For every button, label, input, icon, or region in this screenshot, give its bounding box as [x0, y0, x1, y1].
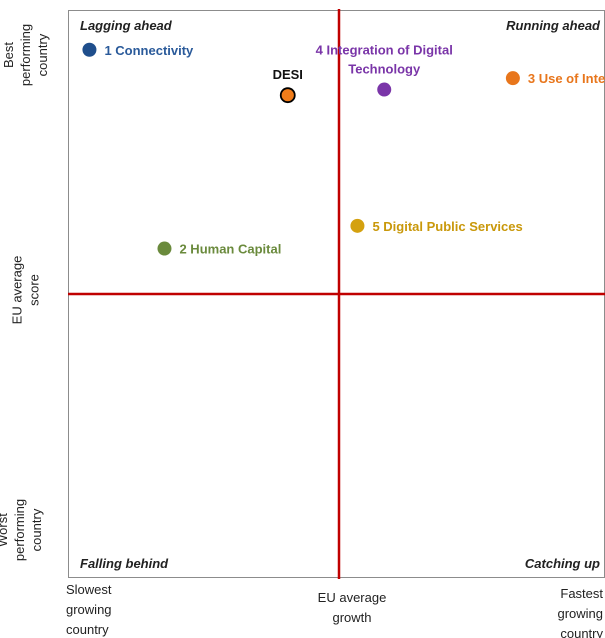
point-label-0-line: 1 Connectivity: [104, 43, 194, 58]
x-axis-label-high-line: Fastest: [560, 586, 603, 601]
x-axis-label-low-line: growing: [66, 602, 112, 617]
x-axis-label-mid: EU average growth: [318, 590, 387, 625]
quadrant-label-top-left: Lagging ahead: [80, 18, 173, 33]
data-point-1: [279, 87, 296, 104]
point-label-5: 2 Human Capital: [179, 242, 281, 257]
quadrant-label-top-right: Running ahead: [506, 18, 601, 33]
point-label-3: 3 Use of Internet: [528, 71, 605, 86]
x-axis-label-low-line: country: [66, 622, 109, 637]
point-label-2: 4 Integration of Digital Technology: [316, 43, 453, 77]
point-label-2-line: Technology: [348, 62, 421, 77]
point-label-1-line: DESI: [273, 67, 303, 82]
x-axis-label-high-line: country: [560, 626, 603, 638]
point-label-2-line: 4 Integration of Digital: [316, 43, 453, 58]
point-label-5-line: 2 Human Capital: [179, 242, 281, 257]
x-axis-label-low-line: Slowest: [66, 582, 112, 597]
point-label-0: 1 Connectivity: [104, 43, 194, 58]
y-axis-label-low: Worst performing country: [0, 499, 44, 561]
y-axis-label-high-line: performing: [18, 24, 33, 86]
quadrant-label-bottom-left: Falling behind: [80, 556, 169, 571]
y-axis-label-low-line: Worst: [0, 513, 10, 547]
data-point-0: [82, 42, 97, 57]
data-point-2: [377, 82, 392, 97]
point-label-4-line: 5 Digital Public Services: [372, 219, 522, 234]
x-axis-label-high-line: growing: [557, 606, 603, 621]
y-axis-label-mid-line: EU average: [10, 256, 25, 325]
x-axis-label-mid-line: growth: [332, 610, 371, 625]
x-axis-label-low: Slowest growing country: [66, 582, 112, 637]
quadrant-label-bottom-right: Catching up: [525, 556, 600, 571]
data-point-4: [350, 218, 365, 233]
y-axis-label-mid: EU average score: [10, 256, 42, 325]
x-axis-label-high: Fastest growing country: [557, 586, 603, 638]
y-axis-label-mid-line: score: [27, 274, 42, 306]
y-axis-label-high-line: country: [35, 33, 50, 76]
point-label-4: 5 Digital Public Services: [372, 219, 522, 234]
y-axis-label-low-line: performing: [12, 499, 27, 561]
point-label-3-line: 3 Use of Internet: [528, 71, 605, 86]
y-axis-label-high-line: Best: [1, 42, 16, 68]
point-label-1: DESI: [273, 67, 303, 82]
y-axis-label-low-line: country: [29, 508, 44, 551]
data-point-5: [157, 241, 172, 256]
data-point-3: [505, 71, 520, 86]
y-axis-label-high: Best performing country: [1, 24, 50, 86]
x-axis-label-mid-line: EU average: [318, 590, 387, 605]
